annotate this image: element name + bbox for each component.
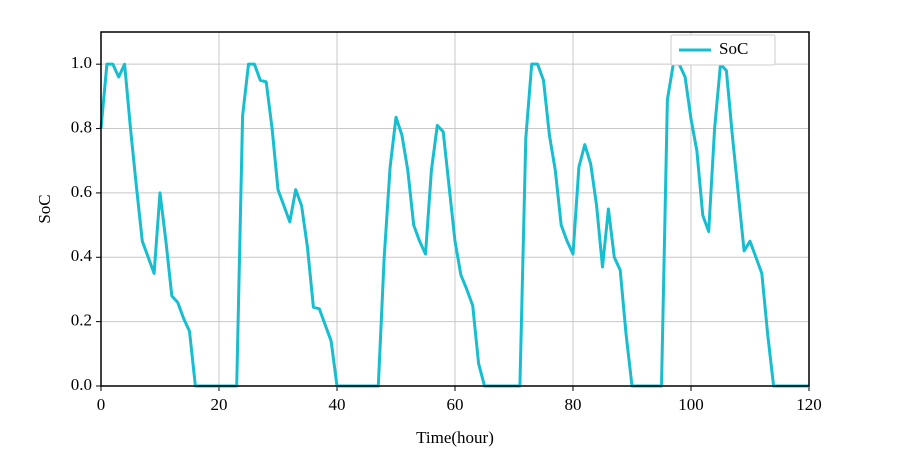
legend-box [670, 34, 776, 66]
x-tick-label: 120 [796, 395, 822, 414]
y-tick-label: 1.0 [71, 53, 92, 72]
y-tick-label: 0.0 [71, 375, 92, 394]
x-tick-label: 40 [329, 395, 346, 414]
y-axis-label: SoC [35, 194, 54, 223]
x-tick-label: 80 [565, 395, 582, 414]
y-tick-label: 0.6 [71, 182, 92, 201]
y-tick-label: 0.4 [71, 246, 93, 265]
legend-label: SoC [719, 39, 748, 58]
y-tick-label: 0.8 [71, 117, 92, 136]
plot-frame [100, 31, 810, 387]
y-tick-label: 0.2 [71, 311, 92, 330]
x-tick-label: 60 [447, 395, 464, 414]
x-tick-label: 20 [211, 395, 228, 414]
x-tick-label: 100 [678, 395, 704, 414]
x-tick-label: 0 [97, 395, 106, 414]
x-axis-label: Time(hour) [416, 428, 494, 447]
